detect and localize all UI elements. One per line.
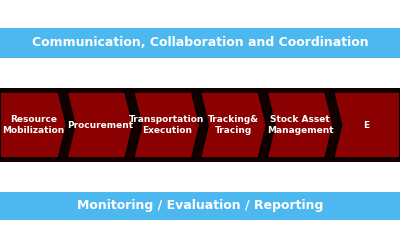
Polygon shape: [200, 92, 267, 158]
Text: Monitoring / Evaluation / Reporting: Monitoring / Evaluation / Reporting: [77, 200, 323, 212]
Bar: [0, 88, 400, 162]
Text: Transportation
Execution: Transportation Execution: [129, 115, 204, 135]
Text: Communication, Collaboration and Coordination: Communication, Collaboration and Coordin…: [32, 37, 368, 50]
Text: Stock Asset
Management: Stock Asset Management: [267, 115, 333, 135]
Text: E: E: [364, 121, 370, 129]
Text: Procurement: Procurement: [67, 121, 133, 129]
Polygon shape: [67, 92, 133, 158]
Text: Resource
Mobilization: Resource Mobilization: [2, 115, 64, 135]
Polygon shape: [333, 92, 400, 158]
Polygon shape: [133, 92, 200, 158]
Text: Tracking&
Tracing: Tracking& Tracing: [208, 115, 259, 135]
Polygon shape: [0, 92, 67, 158]
Bar: [0, 28, 400, 58]
Polygon shape: [267, 92, 333, 158]
Bar: [0, 192, 400, 220]
